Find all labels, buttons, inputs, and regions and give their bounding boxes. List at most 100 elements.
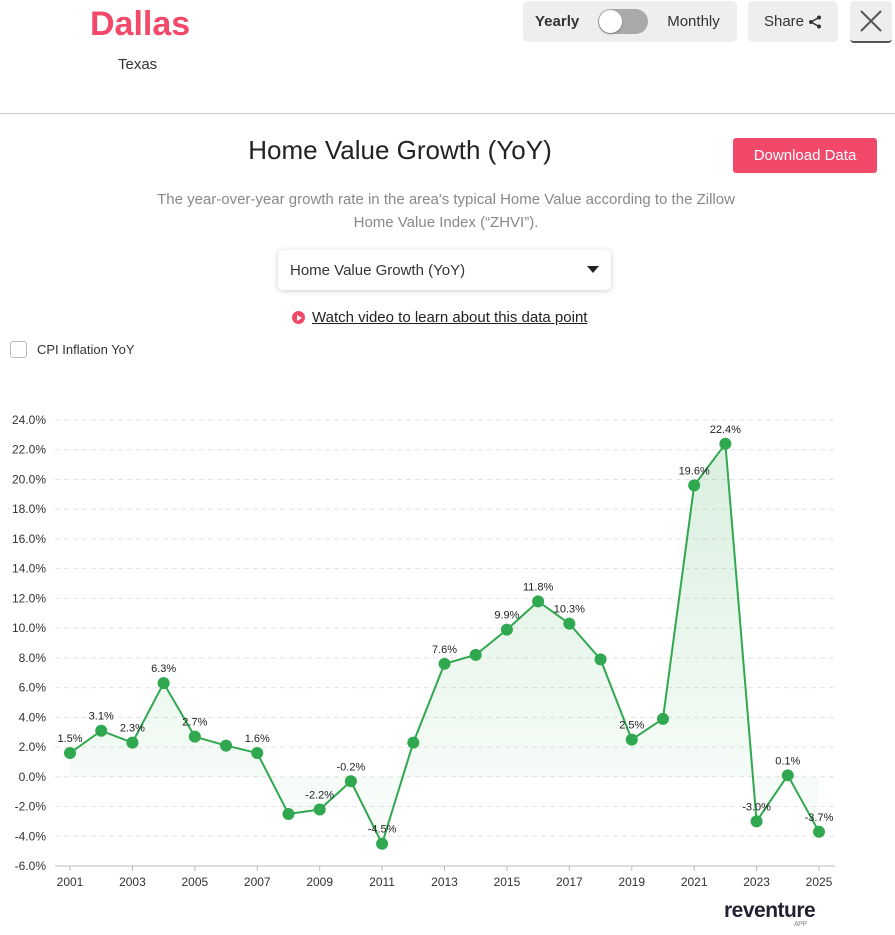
x-tick-label: 2001 bbox=[57, 875, 84, 889]
x-tick-label: 2015 bbox=[494, 875, 521, 889]
toggle-knob bbox=[599, 10, 623, 33]
data-point bbox=[594, 653, 607, 666]
video-link-text: Watch video to learn about this data poi… bbox=[312, 309, 588, 326]
data-point bbox=[656, 712, 669, 725]
data-point bbox=[813, 825, 825, 838]
data-label: 19.6% bbox=[679, 465, 710, 477]
y-tick-label: 6.0% bbox=[19, 681, 47, 695]
data-point bbox=[500, 623, 513, 636]
share-label: Share bbox=[763, 13, 805, 30]
data-point bbox=[750, 815, 763, 828]
data-label: -4.5% bbox=[368, 824, 397, 836]
x-tick-label: 2005 bbox=[181, 875, 208, 889]
y-tick-label: 20.0% bbox=[12, 472, 46, 486]
watch-video-link[interactable]: Watch video to learn about this data poi… bbox=[292, 309, 587, 326]
x-tick-label: 2019 bbox=[618, 875, 645, 889]
data-point bbox=[313, 803, 326, 816]
monthly-label: Monthly bbox=[667, 13, 720, 30]
x-tick-label: 2009 bbox=[306, 875, 333, 889]
caret-down-icon bbox=[587, 266, 599, 273]
download-data-button[interactable]: Download Data bbox=[733, 138, 877, 173]
frequency-toggle[interactable]: Yearly Monthly bbox=[523, 1, 737, 42]
x-tick-label: 2013 bbox=[431, 875, 458, 889]
data-label: -3.7% bbox=[805, 812, 834, 824]
data-label: 9.9% bbox=[494, 610, 519, 622]
y-tick-label: 0.0% bbox=[19, 770, 47, 784]
data-label: 1.6% bbox=[245, 733, 270, 745]
data-label: 1.5% bbox=[57, 733, 82, 745]
data-point bbox=[376, 837, 389, 850]
data-point bbox=[469, 648, 482, 661]
data-point bbox=[126, 736, 139, 749]
y-tick-label: 14.0% bbox=[12, 562, 46, 576]
y-tick-label: 2.0% bbox=[19, 740, 47, 754]
y-tick-label: 10.0% bbox=[12, 621, 46, 635]
city-name: Dallas bbox=[90, 5, 191, 43]
x-tick-label: 2007 bbox=[244, 875, 271, 889]
y-tick-label: -4.0% bbox=[15, 829, 47, 843]
page-title: Home Value Growth (YoY) bbox=[248, 135, 552, 165]
data-point bbox=[95, 724, 108, 737]
data-point bbox=[157, 677, 170, 690]
data-point bbox=[781, 769, 794, 782]
data-label: 2.7% bbox=[182, 717, 207, 729]
data-label: 7.6% bbox=[432, 644, 457, 656]
data-point bbox=[625, 733, 638, 746]
x-tick-label: 2025 bbox=[806, 875, 833, 889]
data-point bbox=[64, 747, 76, 760]
y-tick-label: 18.0% bbox=[12, 502, 46, 516]
close-button[interactable] bbox=[850, 1, 892, 43]
data-label: -2.2% bbox=[305, 790, 334, 802]
state-name: Texas bbox=[118, 56, 158, 73]
y-tick-label: 24.0% bbox=[12, 413, 46, 427]
growth-chart: -6.0% -4.0% -2.0% 0.0% 2.0% 4.0% 6.0% 8.0% 10.0%… bbox=[12, 413, 835, 889]
data-point bbox=[407, 736, 420, 749]
y-tick-label: 4.0% bbox=[19, 710, 47, 724]
y-tick-label: 12.0% bbox=[12, 591, 46, 605]
data-label: 11.8% bbox=[523, 581, 554, 593]
data-point bbox=[188, 730, 201, 743]
data-label: -3.0% bbox=[742, 801, 771, 813]
y-tick-label: -6.0% bbox=[15, 859, 47, 873]
header-divider bbox=[0, 113, 895, 114]
x-tick-label: 2003 bbox=[119, 875, 146, 889]
data-label: 2.5% bbox=[619, 720, 644, 732]
x-tick-label: 2017 bbox=[556, 875, 583, 889]
yearly-label: Yearly bbox=[535, 13, 580, 30]
play-icon bbox=[292, 311, 305, 324]
reventure-logo: reventure APP bbox=[724, 899, 816, 928]
data-label: 10.3% bbox=[554, 604, 585, 616]
data-label: 6.3% bbox=[151, 663, 176, 675]
cpi-inflation-toggle[interactable]: CPI Inflation YoY bbox=[10, 341, 135, 358]
data-point bbox=[688, 479, 701, 492]
y-tick-label: -2.0% bbox=[15, 800, 47, 814]
toggle-switch[interactable] bbox=[598, 9, 649, 34]
cpi-checkbox[interactable] bbox=[10, 341, 27, 358]
data-point bbox=[719, 437, 732, 450]
y-tick-label: 16.0% bbox=[12, 532, 46, 546]
share-icon bbox=[809, 15, 822, 28]
x-tick-label: 2011 bbox=[369, 875, 395, 889]
data-point bbox=[344, 775, 357, 788]
x-tick-label: 2023 bbox=[743, 875, 770, 889]
metric-select[interactable]: Home Value Growth (YoY) bbox=[278, 250, 611, 290]
data-point bbox=[220, 739, 233, 752]
share-button[interactable]: Share bbox=[748, 1, 838, 42]
metric-description: The year-over-year growth rate in the ar… bbox=[157, 191, 735, 231]
data-point bbox=[251, 747, 264, 760]
metric-select-value: Home Value Growth (YoY) bbox=[290, 261, 466, 279]
data-point bbox=[563, 617, 576, 630]
data-point bbox=[532, 595, 545, 608]
data-point bbox=[438, 657, 451, 670]
close-icon bbox=[860, 10, 882, 32]
data-label: -0.2% bbox=[337, 761, 366, 773]
x-tick-label: 2021 bbox=[681, 875, 708, 889]
cpi-label: CPI Inflation YoY bbox=[37, 342, 135, 357]
data-label: 3.1% bbox=[89, 711, 114, 723]
data-label: 2.3% bbox=[120, 723, 145, 735]
y-tick-label: 22.0% bbox=[12, 443, 46, 457]
data-label: 22.4% bbox=[710, 424, 741, 436]
y-tick-label: 8.0% bbox=[19, 651, 47, 665]
data-point bbox=[282, 807, 295, 820]
data-label: 0.1% bbox=[775, 755, 800, 767]
